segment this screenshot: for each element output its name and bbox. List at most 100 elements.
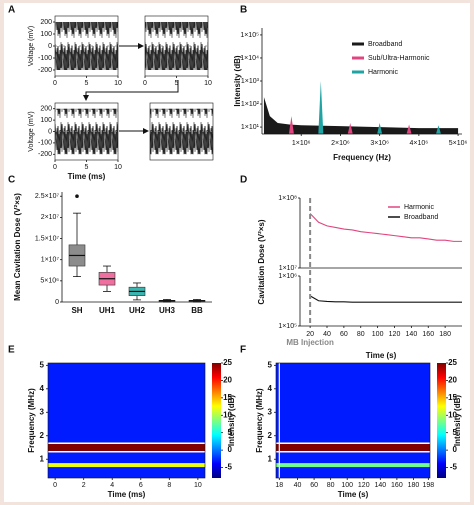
y-tick-label: 1×10⁵ [278,323,297,330]
panel-label: B [240,5,247,16]
y-tick-label: 1×10⁶ [278,273,297,280]
colorbar-tick-label: 20 [448,376,457,385]
x-axis-label: Time (ms) [68,172,106,181]
x-tick-label: 8 [167,482,171,489]
colorbar-tick-label: 0 [228,445,233,454]
spectrogram-background [276,363,430,478]
y-axis-label: Mean Cavitation Dose (V²×s) [13,193,22,301]
x-tick-label: 60 [340,331,348,338]
spectrogram-band [276,443,430,451]
legend-swatch [352,70,364,74]
y-tick-label: 1×10⁴ [240,55,259,62]
x-tick-label: 6 [139,482,143,489]
x-tick-label: 5 [85,80,89,87]
y-tick-label: 0 [48,43,52,50]
y-tick-label: 1×10² [241,101,260,108]
x-tick-label: 1×10⁶ [292,140,311,147]
colorbar-tick-label: 10 [448,410,457,419]
y-axis-label: Frequency (MHz) [27,388,36,453]
x-tick-label: UH1 [99,306,116,315]
y-tick-label: 1 [268,454,273,463]
x-axis-label: Frequency (Hz) [333,153,391,162]
x-tick-label: 180 [439,331,451,338]
y-tick-label: 5 [268,360,273,369]
x-tick-label: SH [71,306,82,315]
spectrogram-band [48,463,205,468]
colorbar-label: Intensity (dB) [227,395,236,446]
y-tick-label: -100 [38,140,52,147]
plot-frame [149,102,214,161]
x-tick-label: 160 [422,331,434,338]
x-tick-label: 0 [53,164,57,171]
legend-label: Harmonic [368,69,398,76]
spectrogram-background [48,363,205,478]
x-tick-label: 100 [372,331,384,338]
x-tick-label: 10 [114,80,122,87]
spectral-peak [318,81,324,134]
colorbar-tick-label: -5 [225,463,233,472]
x-tick-label: 140 [406,331,418,338]
y-tick-label: -200 [38,151,52,158]
spectral-peak [406,124,412,134]
y-tick-label: 100 [40,117,52,124]
y-axis-label: Intensity (dB) [233,55,242,106]
y-tick-label: 5 [40,360,45,369]
y-axis-label: Voltage (mV) [28,26,35,66]
panel-label: F [240,345,246,356]
x-tick-label: 198 [423,482,435,489]
x-tick-label: 0 [53,80,57,87]
spectral-peak [288,116,294,134]
legend-label: Harmonic [404,204,434,211]
colorbar-tick-label: 20 [223,376,232,385]
x-tick-label: 10 [114,164,122,171]
x-tick-label: 40 [294,482,302,489]
x-tick-label: BB [191,306,203,315]
colorbar-tick-label: 25 [448,358,457,367]
x-tick-label: 20 [306,331,314,338]
y-tick-label: 1×10¹ [241,124,260,131]
spectral-peak [435,125,441,134]
y-tick-label: 1 [40,454,45,463]
x-tick-label: 2 [82,482,86,489]
y-axis-label: Voltage (mV) [28,111,35,151]
y-tick-label: 200 [40,19,52,26]
colorbar-tick-label: 5 [453,428,458,437]
x-tick-label: 10 [194,482,202,489]
panel-label: A [8,5,15,16]
x-tick-label: 120 [358,482,370,489]
legend-label: Sub/Ultra-Harmonic [368,55,430,62]
panel-label: C [8,175,15,186]
plot-frame [47,362,206,479]
x-tick-label: UH2 [129,306,146,315]
y-tick-label: 1×10⁸ [278,195,297,202]
x-tick-label: 5×10⁶ [449,140,468,147]
x-axis-label: Time (ms) [108,490,146,499]
y-tick-label: 1×10³ [241,78,260,85]
y-axis-label: Frequency (MHz) [255,388,264,453]
x-tick-label: 160 [391,482,403,489]
annotation: MB Injection [286,338,334,347]
x-tick-label: 0 [143,80,147,87]
x-tick-label: 100 [341,482,353,489]
x-tick-label: 80 [327,482,335,489]
y-tick-label: 2 [40,431,45,440]
y-tick-label: -100 [38,55,52,62]
series-line [309,213,462,242]
y-tick-label: 4 [40,384,45,393]
legend-swatch [352,56,364,60]
y-tick-label: 1×10⁷ [279,265,298,272]
spectral-peak [347,123,353,134]
flow-arrows [83,43,179,134]
colorbar-tick-label: 0 [453,445,458,454]
x-tick-label: 4×10⁶ [410,140,429,147]
spectrogram-band [276,463,430,468]
spectral-peak [377,123,383,134]
x-tick-label: 80 [357,331,365,338]
y-tick-label: 4 [268,384,273,393]
y-axis-label: Cavitation Dose (V²×s) [257,219,266,304]
y-tick-label: -200 [38,67,52,74]
x-tick-label: 10 [204,80,212,87]
y-tick-label: 200 [40,106,52,113]
colorbar-tick-label: 25 [223,358,232,367]
